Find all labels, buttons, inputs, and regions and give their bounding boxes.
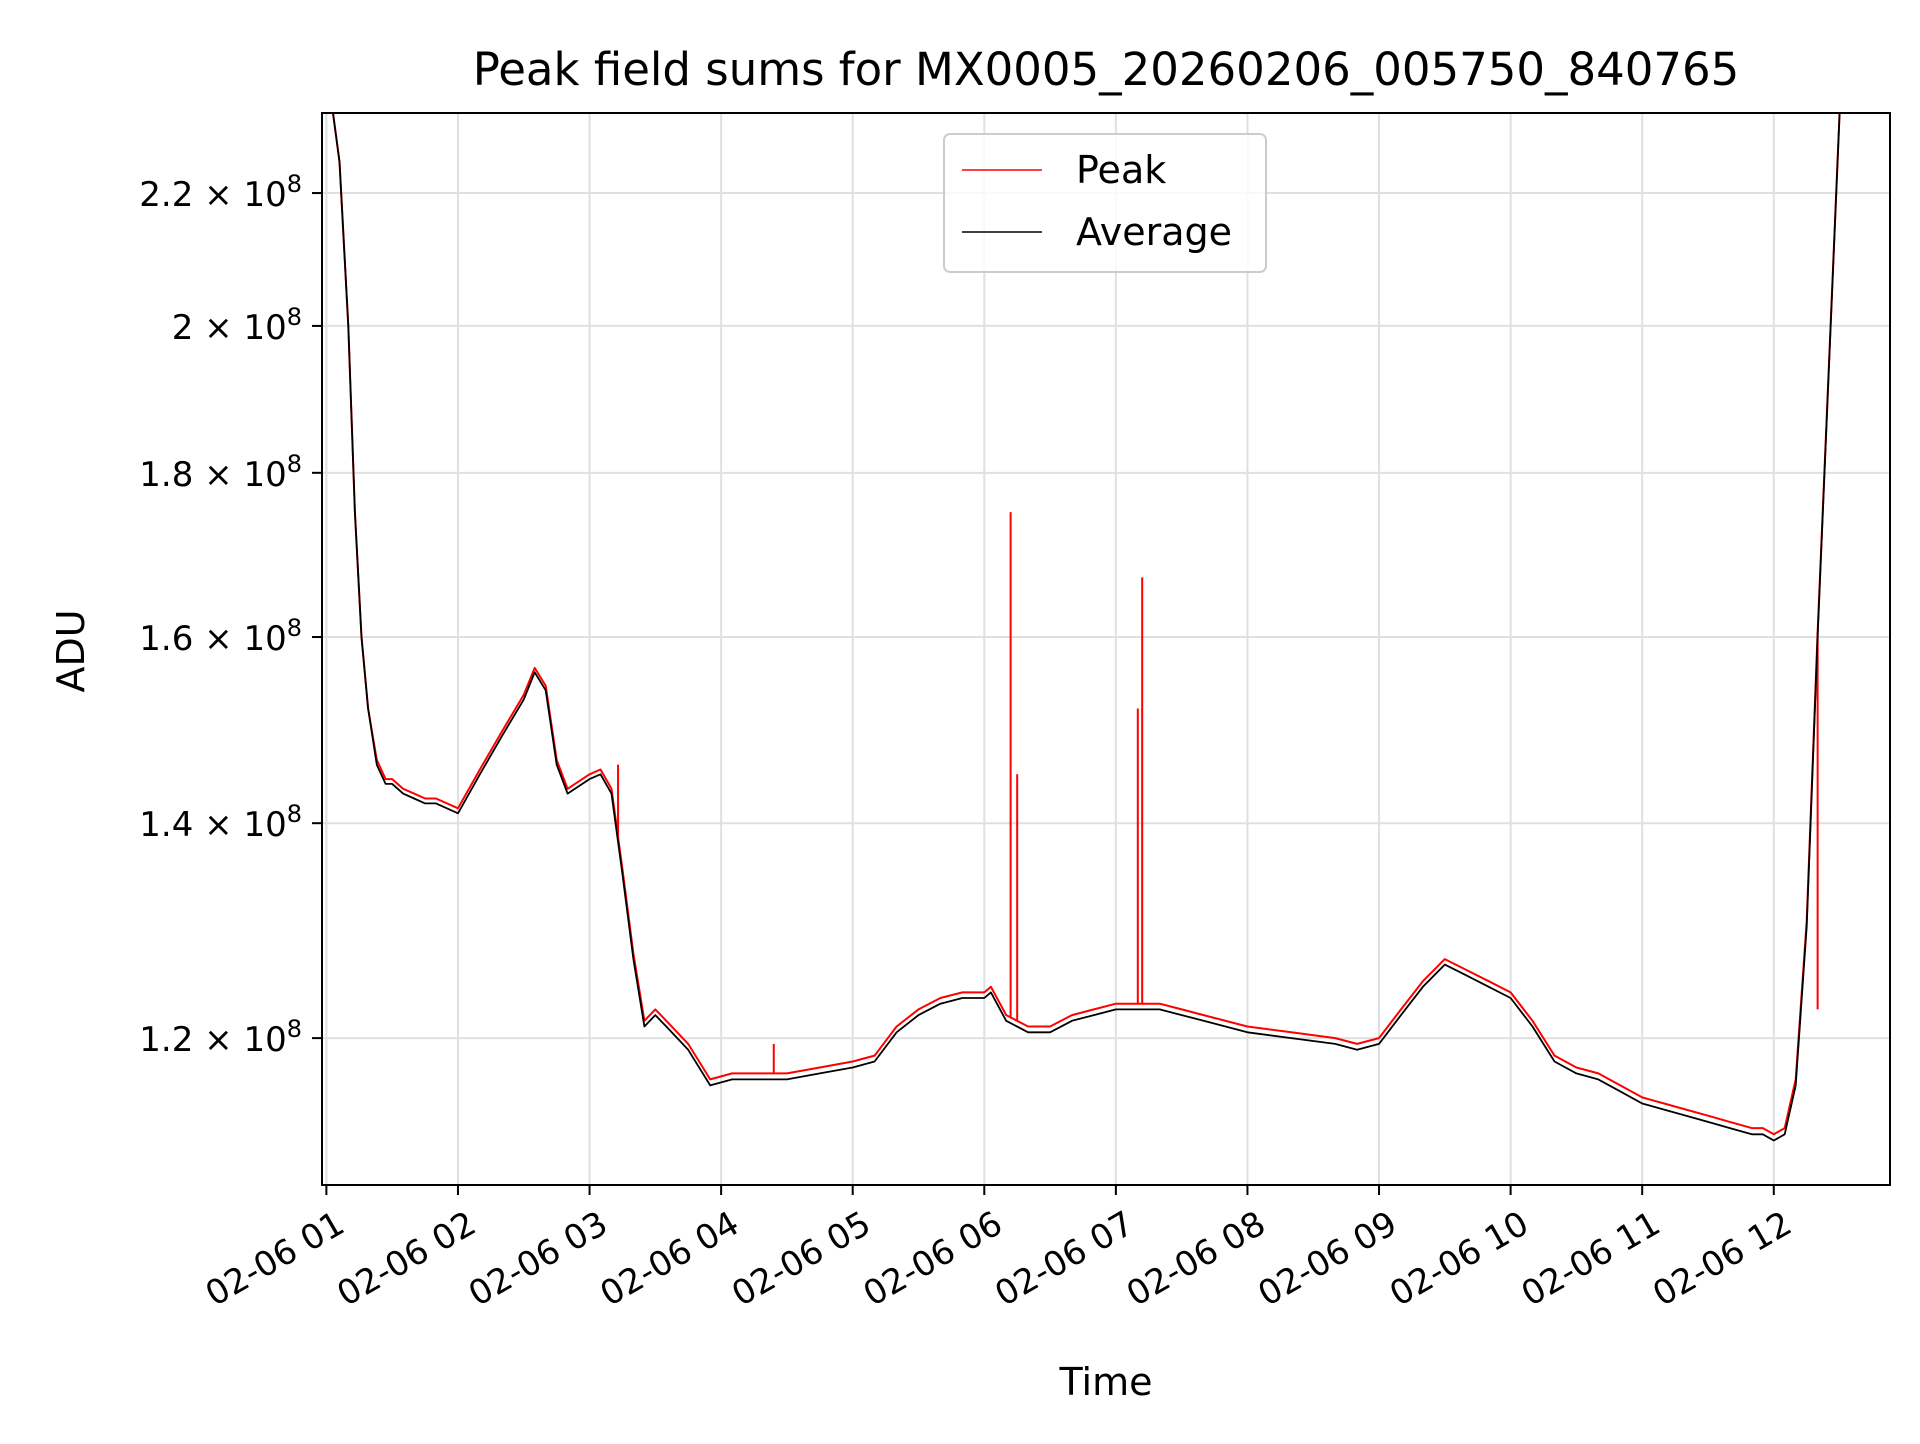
y-tick-label: 1.4 × 108 (139, 800, 302, 845)
y-axis-ticks: 1.2 × 108 1.4 × 108 1.6 × 108 1.8 × 108 2 × … (139, 170, 322, 1060)
plot-frame (321, 112, 1891, 1186)
series-line-average (322, 113, 1873, 1142)
grid (322, 113, 1890, 1185)
y-tick-label: 1.6 × 108 (139, 614, 302, 659)
y-tick-label: 2.2 × 108 (139, 170, 302, 215)
series-line-peak (322, 113, 1873, 1136)
x-axis-label: Time (1059, 1360, 1153, 1404)
y-tick-label: 2 × 108 (172, 303, 302, 348)
chart-title: Peak field sums for MX0005_20260206_0057… (473, 43, 1740, 96)
y-tick-label: 1.2 × 108 (139, 1015, 302, 1060)
legend: Peak Average (943, 133, 1267, 273)
series-lines (322, 113, 1873, 1142)
y-axis-label: ADU (49, 609, 93, 692)
legend-label-average: Average (1076, 210, 1232, 254)
y-tick-label: 1.8 × 108 (139, 450, 302, 495)
legend-box (943, 133, 1267, 273)
legend-label-peak: Peak (1076, 148, 1166, 192)
